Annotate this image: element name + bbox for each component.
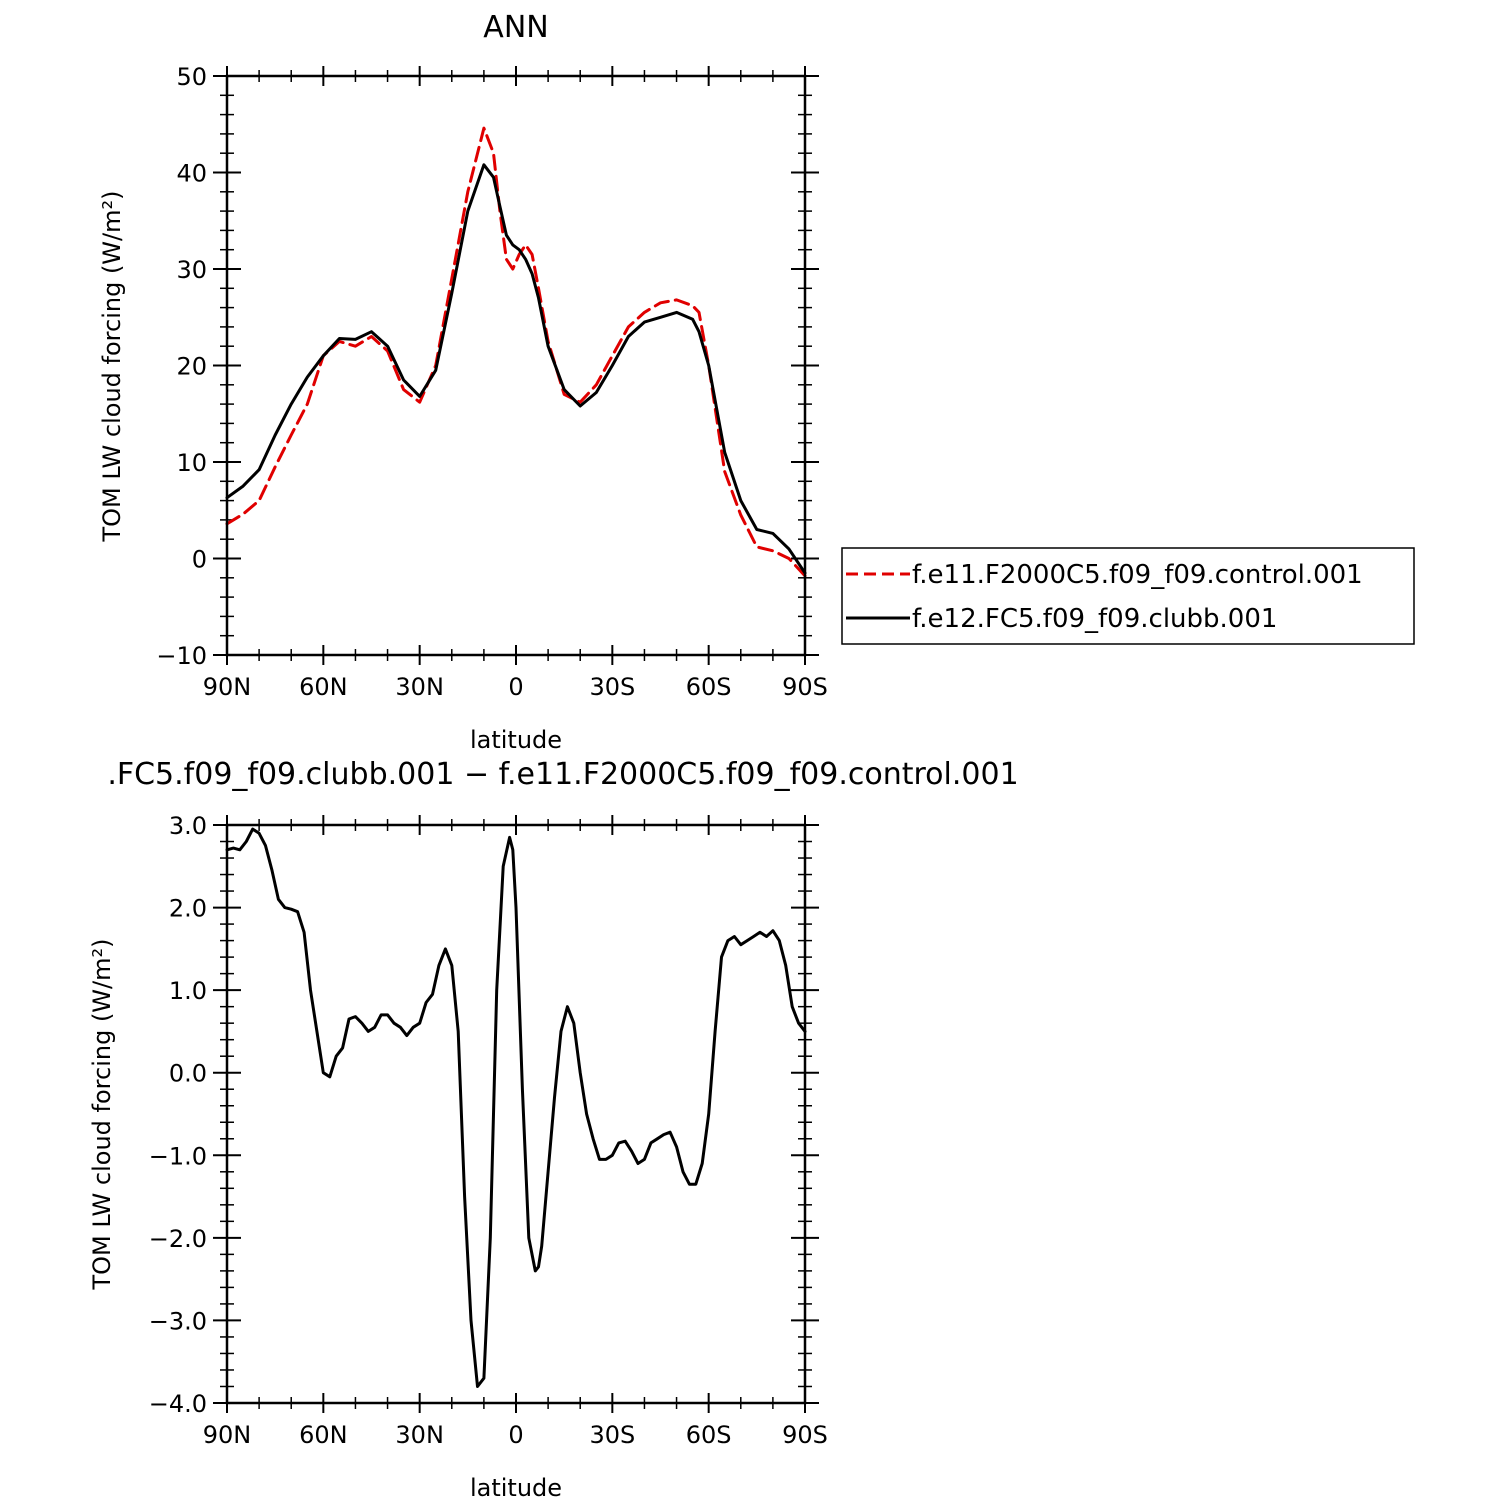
x-tick-label: 30S	[589, 673, 635, 701]
series-line-clubb	[225, 163, 807, 575]
plot-frame	[225, 74, 807, 657]
x-tick-label: 60N	[299, 1421, 348, 1449]
plot-frame	[225, 823, 807, 1405]
x-tick-label: 30N	[395, 1421, 444, 1449]
y-tick-label: 0	[192, 546, 207, 574]
x-tick-label: 30N	[395, 673, 444, 701]
y-tick-label: −2.0	[149, 1225, 207, 1253]
y-tick-label: 0.0	[169, 1060, 207, 1088]
y-tick-label: 10	[176, 449, 207, 477]
y-tick-label: 30	[176, 256, 207, 284]
y-tick-label: −4.0	[149, 1390, 207, 1418]
y-tick-label: 1.0	[169, 977, 207, 1005]
x-axis-label: latitude	[470, 1474, 562, 1502]
series-line-difference	[225, 827, 807, 1388]
legend-entry-control: f.e11.F2000C5.f09_f09.control.001	[912, 560, 1363, 590]
x-tick-label: 60S	[686, 1421, 732, 1449]
panel-difference: .FC5.f09_f09.clubb.001 − f.e11.F2000C5.f…	[88, 757, 1019, 1502]
x-tick-label: 0	[508, 673, 523, 701]
series-line-control	[225, 126, 807, 578]
x-axis-label: latitude	[470, 726, 562, 754]
x-tick-label: 90N	[203, 673, 252, 701]
y-axis-label: TOM LW cloud forcing (W/m²)	[88, 939, 116, 1291]
legend-entry-clubb: f.e12.FC5.f09_f09.clubb.001	[912, 604, 1277, 634]
panel-title: ANN	[483, 10, 548, 45]
y-tick-label: 50	[176, 63, 207, 91]
y-tick-label: 40	[176, 160, 207, 188]
y-tick-label: 20	[176, 353, 207, 381]
y-tick-label: −1.0	[149, 1142, 207, 1170]
x-tick-label: 0	[508, 1421, 523, 1449]
y-tick-label: 3.0	[169, 812, 207, 840]
x-tick-label: 60N	[299, 673, 348, 701]
y-tick-label: −10	[156, 642, 207, 670]
y-tick-label: 2.0	[169, 895, 207, 923]
legend: f.e11.F2000C5.f09_f09.control.001 f.e12.…	[841, 547, 1415, 645]
x-tick-label: 90N	[203, 1421, 252, 1449]
x-tick-label: 90S	[782, 1421, 828, 1449]
panel-annual-mean: ANN TOM LW cloud forcing (W/m²) latitude…	[98, 10, 1415, 754]
y-tick-label: −3.0	[149, 1307, 207, 1335]
legend-box	[841, 547, 1415, 645]
x-tick-label: 90S	[782, 673, 828, 701]
x-tick-label: 30S	[589, 1421, 635, 1449]
x-tick-label: 60S	[686, 673, 732, 701]
y-axis-label: TOM LW cloud forcing (W/m²)	[98, 191, 126, 543]
panel-title: .FC5.f09_f09.clubb.001 − f.e11.F2000C5.f…	[107, 757, 1018, 792]
